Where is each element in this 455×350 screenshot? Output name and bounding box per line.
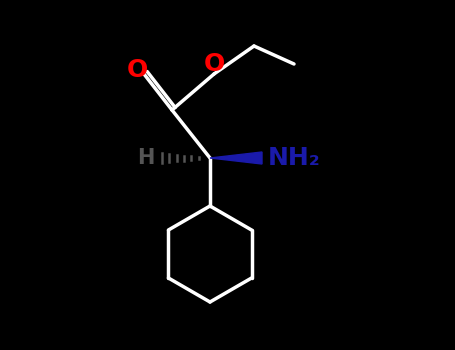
Polygon shape bbox=[210, 152, 262, 164]
Text: O: O bbox=[126, 58, 147, 82]
Text: H: H bbox=[137, 148, 155, 168]
Text: O: O bbox=[203, 52, 225, 76]
Text: NH₂: NH₂ bbox=[268, 146, 320, 170]
